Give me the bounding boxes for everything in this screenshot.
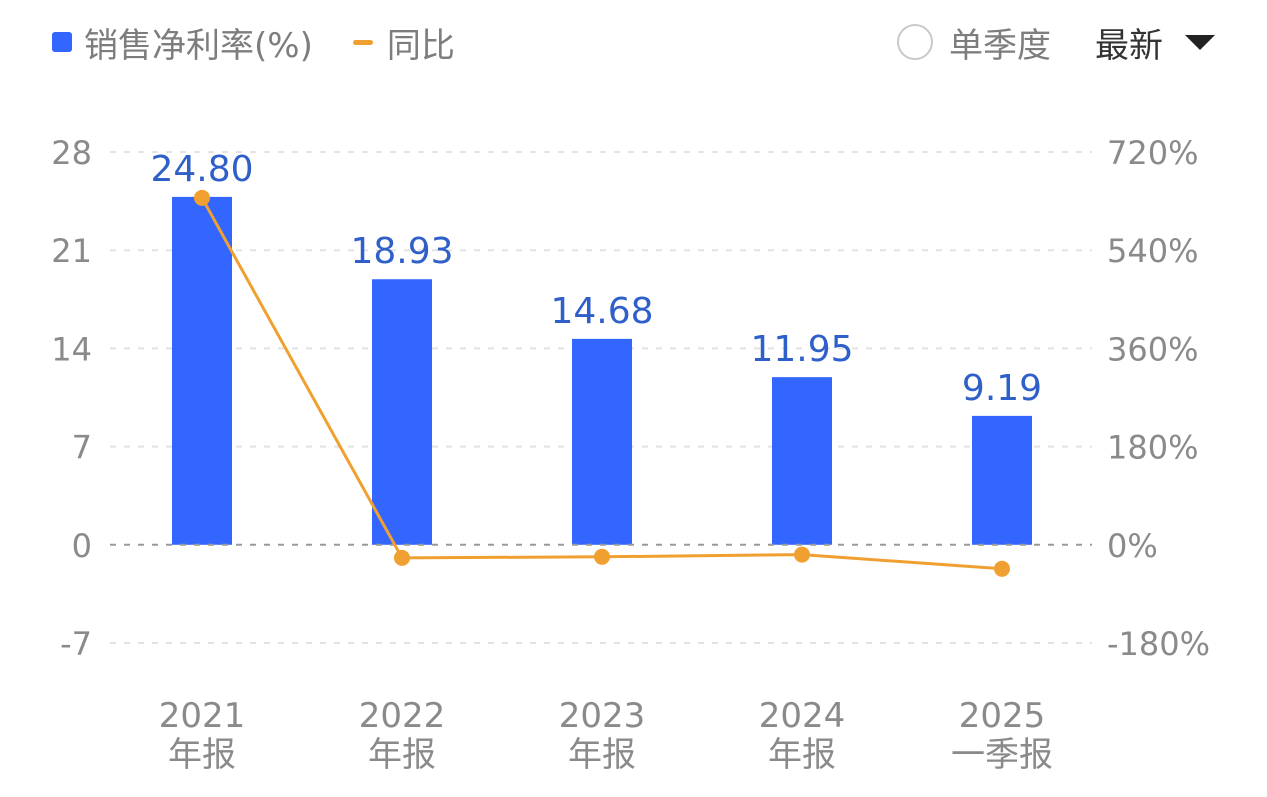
right-axis-tick-label: 540% [1107, 232, 1198, 270]
x-axis-year-label: 2025 [959, 696, 1046, 736]
left-axis-tick-label: 28 [51, 134, 92, 172]
x-axis-period-label: 年报 [368, 735, 436, 775]
right-axis-tick-label: -180% [1107, 625, 1210, 663]
x-axis-period-label: 一季报 [951, 735, 1053, 775]
left-axis-tick-label: 7 [72, 429, 92, 467]
legend-line-swatch [352, 39, 373, 45]
legend-item-yoy[interactable]: 同比 [352, 18, 455, 67]
yoy-point[interactable] [994, 560, 1010, 577]
x-axis-period-label: 年报 [168, 735, 236, 775]
bar-net-margin[interactable] [772, 377, 832, 545]
x-axis-period-label: 年报 [768, 735, 836, 775]
x-axis-year-label: 2022 [359, 696, 446, 736]
single-quarter-label: 单季度 [949, 25, 1051, 66]
x-axis-year-label: 2024 [759, 696, 846, 736]
single-quarter-radio[interactable] [897, 24, 933, 60]
bar-net-margin[interactable] [972, 415, 1032, 545]
bar-net-margin[interactable] [172, 196, 232, 545]
yoy-point[interactable] [594, 548, 610, 565]
yoy-point[interactable] [194, 189, 210, 206]
bar-value-labels: 24.80 18.93 14.68 11.95 9.19 [150, 149, 1042, 409]
legend-bar-swatch [52, 32, 72, 52]
period-select[interactable]: 最新 [1095, 18, 1215, 67]
left-axis-tick-label: 21 [51, 232, 92, 270]
yoy-point[interactable] [794, 546, 810, 563]
x-axis-year-label: 2021 [159, 696, 246, 736]
period-select-label: 最新 [1095, 25, 1163, 66]
right-axis-tick-label: 360% [1107, 330, 1198, 368]
legend-item-net-margin[interactable]: 销售净利率(%) [52, 18, 313, 67]
bar-value-label: 24.80 [150, 149, 253, 190]
left-axis: 28 21 14 7 0 -7 [51, 134, 92, 663]
yoy-point[interactable] [394, 549, 410, 566]
bar-value-label: 18.93 [350, 231, 453, 272]
left-axis-tick-label: 14 [51, 330, 92, 368]
bar-value-label: 11.95 [750, 329, 853, 370]
single-quarter-toggle[interactable]: 单季度 [897, 18, 1051, 67]
bar-value-label: 14.68 [550, 291, 653, 332]
right-axis: 720% 540% 360% 180% 0% -180% [1107, 134, 1210, 663]
chart-legend: 销售净利率(%) 同比 [52, 18, 495, 66]
left-axis-tick-label: 0 [72, 527, 92, 565]
yoy-line-series [194, 189, 1010, 577]
bar-net-margin[interactable] [372, 279, 432, 545]
bar-series [172, 196, 1032, 545]
legend-label-net-margin: 销售净利率(%) [84, 25, 313, 66]
caret-down-icon[interactable] [1185, 34, 1215, 50]
legend-label-yoy: 同比 [386, 25, 455, 66]
x-axis-year-label: 2023 [559, 696, 646, 736]
left-axis-tick-label: -7 [60, 625, 92, 663]
bar-net-margin[interactable] [572, 338, 632, 545]
x-axis-period-label: 年报 [568, 735, 636, 775]
right-axis-tick-label: 720% [1107, 134, 1198, 172]
right-axis-tick-label: 0% [1107, 527, 1158, 565]
right-axis-tick-label: 180% [1107, 429, 1198, 467]
bar-value-label: 9.19 [962, 368, 1042, 409]
chart-controls: 单季度 最新 [897, 18, 1215, 66]
